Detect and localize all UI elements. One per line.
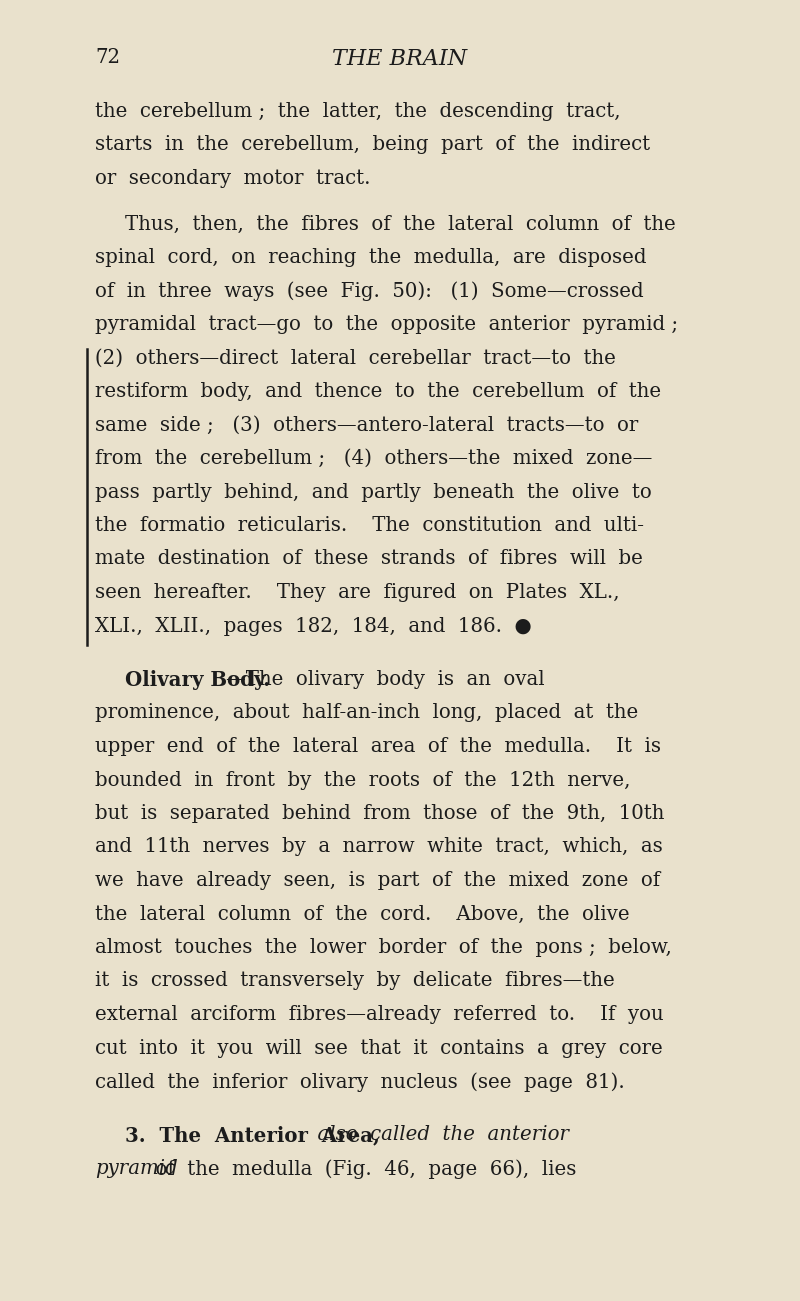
Text: pyramidal  tract—go  to  the  opposite  anterior  pyramid ;: pyramidal tract—go to the opposite anter… [95,315,678,334]
Text: the  lateral  column  of  the  cord.    Above,  the  olive: the lateral column of the cord. Above, t… [95,904,630,924]
Text: restiform  body,  and  thence  to  the  cerebellum  of  the: restiform body, and thence to the cerebe… [95,382,661,401]
Text: spinal  cord,  on  reaching  the  medulla,  are  disposed: spinal cord, on reaching the medulla, ar… [95,248,646,267]
Text: external  arciform  fibres—already  referred  to.    If  you: external arciform fibres—already referre… [95,1004,664,1024]
Text: of  the  medulla  (Fig.  46,  page  66),  lies: of the medulla (Fig. 46, page 66), lies [142,1159,576,1179]
Text: —The  olivary  body  is  an  oval: —The olivary body is an oval [226,670,545,690]
Text: bounded  in  front  by  the  roots  of  the  12th  nerve,: bounded in front by the roots of the 12t… [95,770,630,790]
Text: seen  hereafter.    They  are  figured  on  Plates  XL.,: seen hereafter. They are figured on Plat… [95,583,620,602]
Text: prominence,  about  half-an-inch  long,  placed  at  the: prominence, about half-an-inch long, pla… [95,704,638,722]
Text: from  the  cerebellum ;   (4)  others—the  mixed  zone—: from the cerebellum ; (4) others—the mix… [95,449,652,468]
Text: or  secondary  motor  tract.: or secondary motor tract. [95,169,370,189]
Text: pyramid: pyramid [95,1159,178,1177]
Text: the  cerebellum ;  the  latter,  the  descending  tract,: the cerebellum ; the latter, the descend… [95,101,621,121]
Text: of  in  three  ways  (see  Fig.  50):   (1)  Some—crossed: of in three ways (see Fig. 50): (1) Some… [95,281,644,301]
Text: Olivary Body.: Olivary Body. [125,670,270,690]
Text: same  side ;   (3)  others—antero-lateral  tracts—to  or: same side ; (3) others—antero-lateral tr… [95,415,638,435]
Text: also  called  the  anterior: also called the anterior [305,1125,569,1145]
Text: XLI.,  XLII.,  pages  182,  184,  and  186.  ●: XLI., XLII., pages 182, 184, and 186. ● [95,617,532,635]
Text: but  is  separated  behind  from  those  of  the  9th,  10th: but is separated behind from those of th… [95,804,664,824]
Text: 3.  The  Anterior  Area,: 3. The Anterior Area, [125,1125,380,1145]
Text: upper  end  of  the  lateral  area  of  the  medulla.    It  is: upper end of the lateral area of the med… [95,736,661,756]
Text: and  11th  nerves  by  a  narrow  white  tract,  which,  as: and 11th nerves by a narrow white tract,… [95,838,662,856]
Text: cut  into  it  you  will  see  that  it  contains  a  grey  core: cut into it you will see that it contain… [95,1038,662,1058]
Text: Thus,  then,  the  fibres  of  the  lateral  column  of  the: Thus, then, the fibres of the lateral co… [125,215,676,233]
Text: starts  in  the  cerebellum,  being  part  of  the  indirect: starts in the cerebellum, being part of … [95,135,650,155]
Text: pass  partly  behind,  and  partly  beneath  the  olive  to: pass partly behind, and partly beneath t… [95,483,652,501]
Text: (2)  others—direct  lateral  cerebellar  tract—to  the: (2) others—direct lateral cerebellar tra… [95,349,616,367]
Text: THE BRAIN: THE BRAIN [333,48,467,70]
Text: we  have  already  seen,  is  part  of  the  mixed  zone  of: we have already seen, is part of the mix… [95,870,660,890]
Text: 72: 72 [95,48,120,66]
Text: mate  destination  of  these  strands  of  fibres  will  be: mate destination of these strands of fib… [95,549,643,569]
Text: the  formatio  reticularis.    The  constitution  and  ulti-: the formatio reticularis. The constituti… [95,516,644,535]
Text: called  the  inferior  olivary  nucleus  (see  page  81).: called the inferior olivary nucleus (see… [95,1072,625,1092]
Text: almost  touches  the  lower  border  of  the  pons ;  below,: almost touches the lower border of the p… [95,938,672,958]
Text: it  is  crossed  transversely  by  delicate  fibres—the: it is crossed transversely by delicate f… [95,972,614,990]
